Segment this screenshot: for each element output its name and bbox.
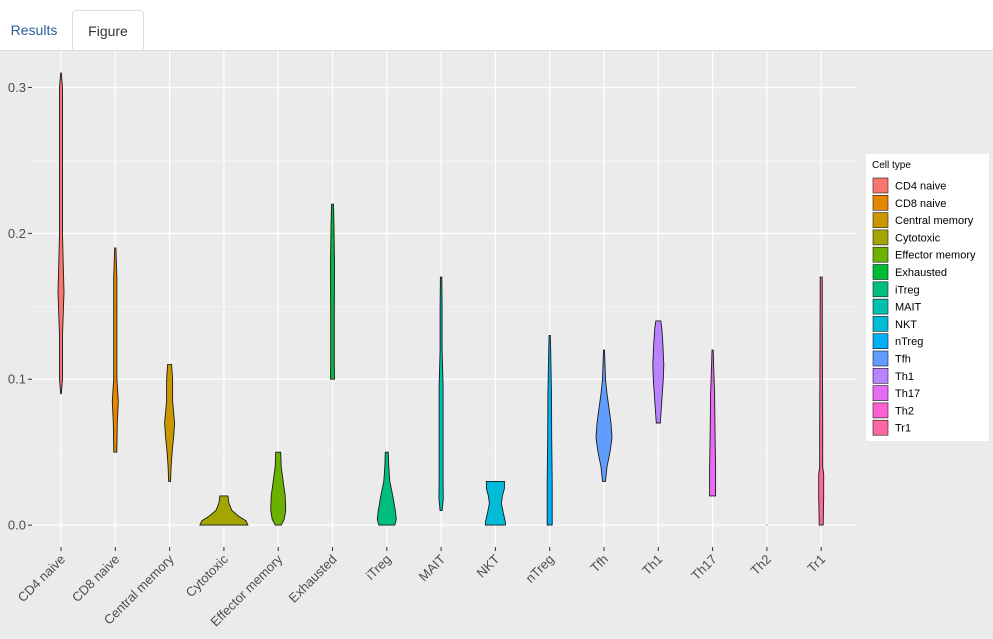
tab-results[interactable]: Results xyxy=(10,22,58,38)
y-tick-label-2: 0.2 xyxy=(8,226,26,241)
violin-th17 xyxy=(709,349,717,497)
legend-label-th17: Th17 xyxy=(895,388,920,400)
x-tick-label-3: Cytotoxic xyxy=(183,551,232,600)
x-tick-label-0: CD4 naive xyxy=(15,552,69,606)
legend-label-nkt: NKT xyxy=(895,319,917,331)
legend-label-th2: Th2 xyxy=(895,405,914,417)
legend-key-central-memory xyxy=(872,212,889,228)
legend-title: Cell type xyxy=(872,160,911,171)
legend-key-th17 xyxy=(872,385,889,401)
legend-key-tfh xyxy=(872,350,889,367)
legend-label-cd4-naive: CD4 naive xyxy=(895,181,946,193)
legend-label-effector-memory: Effector memory xyxy=(895,250,976,262)
violin-nkt xyxy=(484,480,506,526)
x-tick-label-9: nTreg xyxy=(523,552,557,586)
legend-label-mait: MAIT xyxy=(895,302,922,314)
x-tick-label-8: NKT xyxy=(474,551,503,580)
legend-label-ntreg: nTreg xyxy=(895,336,923,348)
violin-cytotoxic xyxy=(199,495,249,526)
violin-ntreg xyxy=(546,335,553,526)
x-tick-label-12: Th17 xyxy=(688,552,720,584)
legend-key-cd4-naive xyxy=(872,177,889,194)
violin-cd8-naive xyxy=(111,247,119,453)
x-tick-label-5: Exhausted xyxy=(286,552,340,606)
y-tick-label-1: 0.1 xyxy=(8,372,26,387)
legend-label-tfh: Tfh xyxy=(895,354,911,366)
violin-cd4-naive xyxy=(57,72,65,395)
violin-tr1 xyxy=(818,276,825,526)
x-tick-label-1: CD8 naive xyxy=(69,552,123,606)
legend-label-cytotoxic: Cytotoxic xyxy=(895,232,941,244)
legend: Cell type CD4 naive CD8 naive Central memor… xyxy=(866,154,989,441)
y-tick-label-3: 0.3 xyxy=(8,80,26,95)
x-tick-label-10: Tfh xyxy=(587,552,611,576)
violin-itreg xyxy=(376,451,397,526)
tab-bar: Results Figure xyxy=(0,0,993,51)
legend-key-ntreg xyxy=(872,333,889,350)
legend-key-effector-memory xyxy=(872,246,889,263)
violin-mait xyxy=(438,276,444,511)
legend-key-th1 xyxy=(872,367,889,384)
legend-key-tr1 xyxy=(872,419,889,436)
legend-key-mait xyxy=(872,298,889,315)
tab-figure[interactable]: Figure xyxy=(72,10,144,50)
legend-label-exhausted: Exhausted xyxy=(895,267,947,279)
violins xyxy=(57,72,825,526)
violin-tfh xyxy=(595,349,613,482)
violin-th1 xyxy=(652,320,665,424)
legend-key-nkt xyxy=(872,316,889,332)
legend-key-exhausted xyxy=(872,264,889,280)
violin-effector-memory xyxy=(270,451,287,526)
legend-key-cd8-naive xyxy=(872,195,889,211)
legend-label-th1: Th1 xyxy=(895,371,914,383)
legend-label-tr1: Tr1 xyxy=(895,423,911,435)
violin-central-memory xyxy=(164,364,176,482)
legend-key-cytotoxic xyxy=(872,229,889,246)
x-tick-label-13: Th2 xyxy=(748,552,774,578)
legend-label-itreg: iTreg xyxy=(895,284,920,296)
x-tick-label-6: iTreg xyxy=(363,552,394,583)
legend-key-itreg xyxy=(872,281,889,298)
legend-label-central-memory: Central memory xyxy=(895,215,974,227)
x-tick-label-14: Tr1 xyxy=(804,552,828,576)
legend-key-th2 xyxy=(872,402,889,419)
x-tick-label-11: Th1 xyxy=(639,552,665,578)
y-axis: 0.0 0.1 0.2 0.3 xyxy=(8,80,32,533)
violin-exhausted xyxy=(330,203,335,380)
y-tick-label-0: 0.0 xyxy=(8,518,26,533)
legend-label-cd8-naive: CD8 naive xyxy=(895,198,946,210)
panel-background xyxy=(32,51,857,547)
x-tick-label-7: MAIT xyxy=(416,551,449,584)
